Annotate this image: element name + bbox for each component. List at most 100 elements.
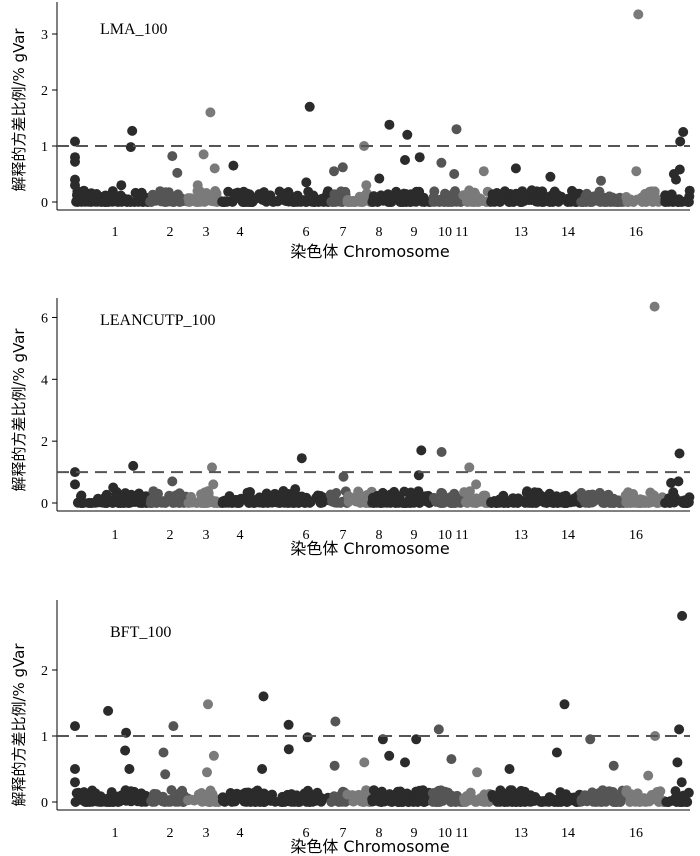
data-point xyxy=(525,796,536,807)
y-tick-label: 0 xyxy=(41,796,48,811)
x-axis-label: 染色体 Chromosome xyxy=(290,539,449,558)
data-points xyxy=(70,610,694,807)
panel-title: LEANCUTP_100 xyxy=(100,312,216,329)
data-point xyxy=(510,163,521,174)
data-point xyxy=(326,797,337,807)
data-point xyxy=(70,136,80,147)
data-point xyxy=(207,462,217,473)
panel-title: BFT_100 xyxy=(110,624,171,641)
data-point xyxy=(471,479,482,490)
data-point xyxy=(472,767,483,778)
data-point xyxy=(385,489,396,500)
data-point xyxy=(192,497,203,508)
data-point xyxy=(315,194,326,205)
data-point xyxy=(127,125,138,136)
data-point xyxy=(608,760,619,771)
x-tick-label: 8 xyxy=(376,528,383,543)
data-point xyxy=(400,757,410,768)
data-point xyxy=(581,795,592,806)
y-ticks: 0 2 4 6 xyxy=(41,311,57,512)
data-point xyxy=(302,732,313,743)
y-ticks: 0 1 2 3 xyxy=(41,28,57,211)
data-point xyxy=(478,166,489,177)
data-point xyxy=(86,498,97,508)
data-point xyxy=(526,185,537,196)
data-point xyxy=(185,196,196,207)
data-point xyxy=(369,796,380,806)
data-point xyxy=(470,189,481,200)
data-point xyxy=(538,196,549,207)
data-point xyxy=(146,498,157,508)
x-tick-label: 4 xyxy=(237,826,244,841)
data-point xyxy=(597,785,608,796)
data-point xyxy=(668,487,679,498)
data-point xyxy=(577,197,588,207)
x-tick-label: 2 xyxy=(167,826,174,841)
x-tick-label: 16 xyxy=(629,528,643,543)
x-tick-label: 6 xyxy=(303,225,310,240)
data-point xyxy=(158,496,169,507)
data-point xyxy=(259,493,270,504)
data-point xyxy=(301,796,312,807)
data-point xyxy=(402,129,413,140)
data-point xyxy=(673,197,683,207)
data-point xyxy=(70,721,80,732)
data-point xyxy=(581,492,592,503)
data-point xyxy=(436,487,447,498)
data-point xyxy=(675,136,686,147)
data-point xyxy=(279,497,290,508)
data-point xyxy=(608,787,618,797)
data-point xyxy=(545,171,556,182)
data-point xyxy=(663,797,673,807)
data-point xyxy=(161,196,172,207)
data-point xyxy=(672,757,683,768)
data-point xyxy=(612,197,623,207)
data-point xyxy=(512,496,523,507)
data-point xyxy=(158,747,169,758)
data-point xyxy=(209,193,220,204)
data-point xyxy=(594,195,605,206)
data-point xyxy=(652,787,663,797)
data-point xyxy=(479,789,490,800)
data-point xyxy=(615,797,626,807)
data-point xyxy=(153,794,164,805)
data-point xyxy=(233,193,244,204)
data-point xyxy=(120,194,130,205)
data-point xyxy=(76,491,86,502)
data-point xyxy=(231,495,242,506)
data-point xyxy=(99,196,110,207)
data-point xyxy=(166,785,177,796)
data-point xyxy=(431,496,442,507)
data-point xyxy=(270,796,281,807)
x-tick-label: 10 xyxy=(438,528,452,543)
data-point xyxy=(205,785,216,796)
data-point xyxy=(304,101,315,112)
data-point xyxy=(509,191,520,202)
data-point xyxy=(338,471,349,482)
data-point xyxy=(674,796,685,807)
data-point xyxy=(394,491,405,502)
data-point xyxy=(272,196,283,206)
data-point xyxy=(72,197,83,207)
x-tick-label: 13 xyxy=(514,225,528,240)
y-tick-label: 4 xyxy=(41,373,48,388)
data-point xyxy=(513,794,524,805)
data-point xyxy=(290,484,301,495)
data-point xyxy=(103,705,114,716)
data-point xyxy=(400,795,410,806)
data-point xyxy=(645,191,656,202)
x-tick-label: 9 xyxy=(411,826,418,841)
data-point xyxy=(202,767,212,778)
data-point xyxy=(377,487,388,498)
data-point xyxy=(419,797,430,807)
data-point xyxy=(288,496,299,507)
data-point xyxy=(405,487,416,498)
data-point xyxy=(153,488,163,499)
data-point xyxy=(70,180,80,191)
data-point xyxy=(229,792,240,803)
data-point xyxy=(601,795,612,806)
panel-title: LMA_100 xyxy=(100,21,168,38)
data-point xyxy=(146,197,157,207)
data-point xyxy=(359,757,370,768)
data-point xyxy=(605,498,616,508)
